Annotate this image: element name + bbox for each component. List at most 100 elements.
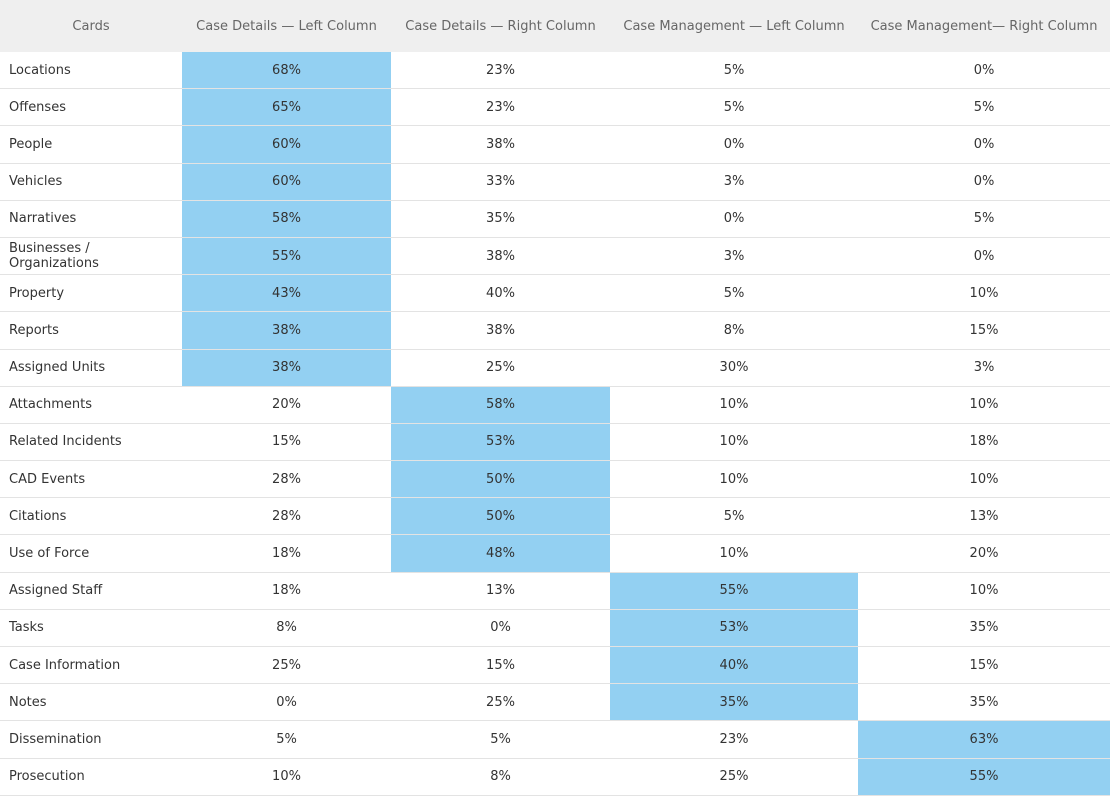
percent-cell: 63%	[858, 720, 1110, 759]
column-header: Case Management— Right Column	[858, 0, 1110, 52]
percent-cell: 3%	[610, 237, 858, 276]
table-row: Case Information 25% 15% 40% 15%	[0, 646, 1110, 685]
card-name: Case Information	[0, 646, 182, 685]
table-row: Use of Force 18% 48% 10% 20%	[0, 534, 1110, 573]
percent-cell: 43%	[182, 274, 391, 313]
percent-cell: 10%	[610, 460, 858, 499]
table-row: Property 43% 40% 5% 10%	[0, 274, 1110, 313]
percent-cell: 20%	[182, 386, 391, 424]
percent-cell: 35%	[858, 683, 1110, 722]
percent-cell: 18%	[182, 534, 391, 573]
card-name: Assigned Staff	[0, 572, 182, 610]
table-row: Attachments 20% 58% 10% 10%	[0, 386, 1110, 424]
percent-cell: 10%	[610, 423, 858, 462]
percent-cell: 15%	[858, 646, 1110, 685]
percent-cell: 50%	[391, 497, 610, 536]
table-row: People 60% 38% 0% 0%	[0, 125, 1110, 164]
percent-cell: 38%	[391, 237, 610, 276]
percent-cell: 35%	[610, 683, 858, 722]
card-name: Prosecution	[0, 758, 182, 796]
card-name: Businesses / Organizations	[0, 237, 182, 276]
card-name: People	[0, 125, 182, 164]
card-name: Reports	[0, 311, 182, 350]
table-row: Notes 0% 25% 35% 35%	[0, 683, 1110, 722]
percent-cell: 28%	[182, 460, 391, 499]
table-row: CAD Events 28% 50% 10% 10%	[0, 460, 1110, 499]
table-row: Dissemination 5% 5% 23% 63%	[0, 720, 1110, 759]
percent-cell: 0%	[858, 125, 1110, 164]
percent-cell: 0%	[858, 52, 1110, 90]
card-name: Tasks	[0, 609, 182, 648]
percent-cell: 0%	[182, 683, 391, 722]
percent-cell: 68%	[182, 52, 391, 90]
percent-cell: 40%	[391, 274, 610, 313]
percent-cell: 23%	[391, 52, 610, 90]
percent-cell: 50%	[391, 460, 610, 499]
percent-cell: 0%	[858, 237, 1110, 276]
percent-cell: 58%	[182, 200, 391, 238]
percent-cell: 38%	[391, 311, 610, 350]
percent-cell: 8%	[610, 311, 858, 350]
table-row: Narratives 58% 35% 0% 5%	[0, 200, 1110, 238]
percent-cell: 15%	[858, 311, 1110, 350]
percent-cell: 20%	[858, 534, 1110, 573]
table-row: Related Incidents 15% 53% 10% 18%	[0, 423, 1110, 462]
percent-cell: 5%	[610, 274, 858, 313]
card-name: Notes	[0, 683, 182, 722]
table-row: Locations 68% 23% 5% 0%	[0, 52, 1110, 90]
percent-cell: 55%	[610, 572, 858, 610]
percent-cell: 23%	[391, 88, 610, 127]
percent-cell: 53%	[610, 609, 858, 648]
percent-cell: 38%	[182, 311, 391, 350]
percent-cell: 13%	[391, 572, 610, 610]
percent-cell: 25%	[610, 758, 858, 796]
percent-cell: 5%	[182, 720, 391, 759]
percent-cell: 35%	[858, 609, 1110, 648]
percent-cell: 48%	[391, 534, 610, 573]
card-name: Citations	[0, 497, 182, 536]
percent-cell: 5%	[858, 88, 1110, 127]
percent-cell: 40%	[610, 646, 858, 685]
header-row: Cards Case Details — Left Column Case Deta…	[0, 0, 1110, 52]
percent-cell: 15%	[182, 423, 391, 462]
card-name: Offenses	[0, 88, 182, 127]
percent-cell: 5%	[858, 200, 1110, 238]
card-name: Dissemination	[0, 720, 182, 759]
percent-cell: 55%	[182, 237, 391, 276]
percent-cell: 38%	[391, 125, 610, 164]
percent-cell: 10%	[858, 386, 1110, 424]
table-row: Tasks 8% 0% 53% 35%	[0, 609, 1110, 648]
card-name: Use of Force	[0, 534, 182, 573]
percent-cell: 0%	[858, 163, 1110, 201]
percent-cell: 65%	[182, 88, 391, 127]
table-row: Vehicles 60% 33% 3% 0%	[0, 163, 1110, 201]
percent-cell: 35%	[391, 200, 610, 238]
table-row: Prosecution 10% 8% 25% 55%	[0, 758, 1110, 796]
card-name: CAD Events	[0, 460, 182, 499]
percent-cell: 18%	[858, 423, 1110, 462]
percent-cell: 60%	[182, 163, 391, 201]
column-header: Case Details — Left Column	[182, 0, 391, 52]
percent-cell: 3%	[610, 163, 858, 201]
percent-cell: 5%	[391, 720, 610, 759]
percent-cell: 0%	[610, 125, 858, 164]
card-name: Locations	[0, 52, 182, 90]
percent-cell: 8%	[391, 758, 610, 796]
column-header: Case Management — Left Column	[610, 0, 858, 52]
table-row: Citations 28% 50% 5% 13%	[0, 497, 1110, 536]
percent-cell: 8%	[182, 609, 391, 648]
table-row: Assigned Staff 18% 13% 55% 10%	[0, 572, 1110, 610]
percent-cell: 10%	[610, 534, 858, 573]
card-name: Attachments	[0, 386, 182, 424]
percent-cell: 25%	[182, 646, 391, 685]
table-row: Reports 38% 38% 8% 15%	[0, 311, 1110, 350]
percent-cell: 55%	[858, 758, 1110, 796]
percent-cell: 28%	[182, 497, 391, 536]
percent-cell: 23%	[610, 720, 858, 759]
table-body: Locations 68% 23% 5% 0% Offenses 65% 23% 5% 5% Peo…	[0, 52, 1110, 796]
percent-cell: 10%	[858, 572, 1110, 610]
percent-cell: 5%	[610, 497, 858, 536]
percent-cell: 25%	[391, 349, 610, 387]
percent-cell: 60%	[182, 125, 391, 164]
